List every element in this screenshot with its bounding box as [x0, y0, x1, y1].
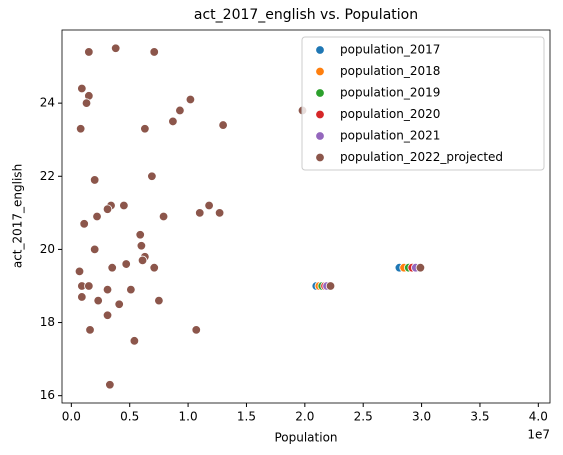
- legend-box: [301, 36, 545, 171]
- scatter-point: [185, 94, 196, 105]
- scatter-point: [204, 200, 214, 211]
- scatter-point: [77, 292, 87, 302]
- y-axis-label: act_2017_english: [11, 164, 25, 268]
- scatter-point: [325, 281, 336, 291]
- plot-frame: [61, 29, 551, 404]
- scatter-point: [191, 325, 201, 335]
- scatter-point: [102, 310, 113, 320]
- scatter-point: [175, 105, 185, 116]
- legend-label: population_2022_projected: [340, 150, 503, 164]
- scatter-point: [135, 230, 145, 240]
- y-tick-label: 22: [40, 169, 55, 183]
- legend-marker: [315, 66, 325, 77]
- scatter-point: [74, 266, 85, 277]
- y-tick-label: 16: [40, 388, 55, 402]
- x-tick-label: 4.0: [529, 410, 548, 424]
- scatter-point: [195, 208, 205, 218]
- scatter-point: [158, 211, 169, 222]
- scatter-point: [119, 200, 129, 211]
- scatter-point: [89, 175, 100, 185]
- legend-label: population_2018: [340, 64, 440, 78]
- legend-marker: [315, 109, 325, 120]
- legend-label: population_2020: [340, 107, 440, 121]
- legend-label: population_2019: [340, 86, 440, 100]
- scatter-point: [84, 281, 94, 291]
- scatter-point: [129, 336, 140, 346]
- scatter-point: [92, 211, 102, 222]
- legend-marker: [315, 45, 325, 55]
- x-tick-label: 1.0: [179, 410, 198, 424]
- scatter-point: [93, 295, 103, 306]
- scatter-point: [105, 380, 115, 390]
- scatter-point: [154, 295, 164, 306]
- scatter-point: [102, 204, 113, 214]
- scatter-point: [111, 43, 121, 53]
- legend-marker: [315, 88, 325, 98]
- legend-marker: [315, 152, 325, 163]
- scatter-point: [89, 244, 100, 255]
- x-offset-label: 1e7: [527, 428, 550, 442]
- scatter-point: [218, 120, 228, 130]
- scatter-point: [168, 116, 178, 127]
- x-tick-label: 3.0: [412, 410, 431, 424]
- scatter-point: [79, 219, 89, 229]
- y-tick-label: 24: [40, 96, 55, 110]
- chart-title: act_2017_english vs. Population: [194, 7, 418, 23]
- scatter-point: [85, 325, 95, 335]
- scatter-point: [114, 299, 124, 309]
- scatter-point: [415, 262, 426, 273]
- scatter-point: [214, 208, 225, 218]
- scatter-point: [84, 47, 94, 57]
- x-tick-label: 2.0: [295, 410, 314, 424]
- scatter-point: [147, 171, 157, 181]
- x-tick-label: 3.5: [470, 410, 489, 424]
- x-tick-label: 1.5: [237, 410, 256, 424]
- x-axis-label: Population: [274, 431, 337, 445]
- scatter-point: [137, 255, 148, 266]
- scatter-point: [77, 83, 87, 94]
- legend-label: population_2021: [340, 129, 440, 143]
- scatter-point: [149, 262, 159, 273]
- scatter-point: [81, 98, 92, 108]
- scatter-point: [136, 241, 147, 251]
- x-tick-label: 0.5: [120, 410, 139, 424]
- scatter-point: [75, 124, 86, 134]
- x-tick-label: 2.5: [354, 410, 373, 424]
- scatter-point: [126, 284, 136, 295]
- scatter-point: [140, 124, 150, 134]
- scatter-point: [107, 262, 117, 273]
- y-tick-label: 20: [40, 242, 55, 256]
- scatter-point: [102, 284, 113, 295]
- x-tick-label: 0.0: [62, 410, 81, 424]
- y-tick-label: 18: [40, 315, 55, 329]
- legend-marker: [315, 131, 325, 141]
- legend-label: population_2017: [340, 43, 440, 57]
- scatter-point: [121, 259, 131, 269]
- scatter-point: [149, 47, 159, 57]
